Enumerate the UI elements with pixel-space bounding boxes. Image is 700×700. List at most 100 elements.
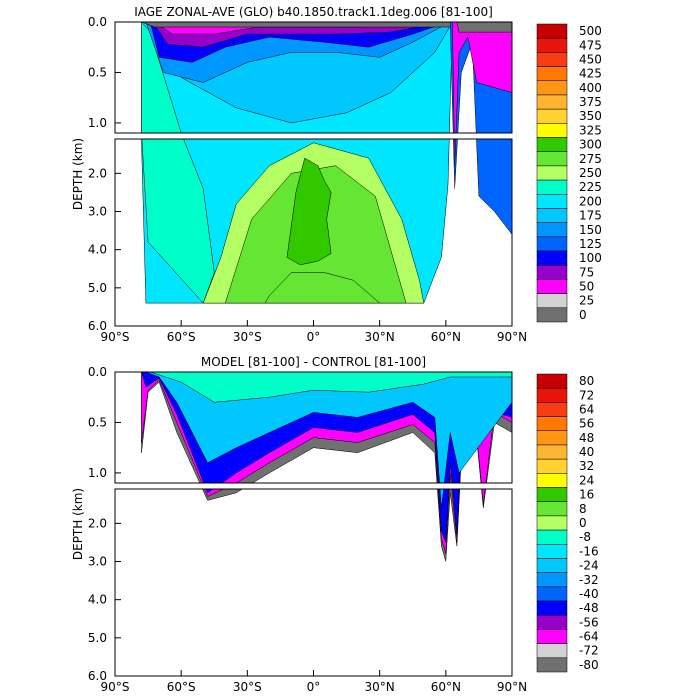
y-tick-label: 3.0: [88, 555, 107, 569]
colorbar-swatch: [536, 179, 568, 195]
colorbar-label: -56: [579, 615, 599, 629]
x-tick-label: 0°: [307, 330, 321, 344]
colorbar-label: 32: [579, 459, 594, 473]
colorbar-label: 275: [579, 152, 602, 166]
colorbar-label: -64: [579, 630, 599, 644]
colorbar-swatch: [536, 558, 568, 573]
colorbar-label: 50: [579, 280, 594, 294]
colorbar-label: 400: [579, 81, 602, 95]
colorbar-swatch: [536, 279, 568, 294]
colorbar-swatch: [536, 515, 568, 531]
colorbar-label: 350: [579, 109, 602, 123]
colorbar-swatch: [536, 544, 568, 559]
y-tick-label: 6.0: [88, 319, 107, 333]
y-tick-label: 0.0: [88, 365, 107, 379]
colorbar-label: 64: [579, 402, 594, 416]
colorbar-swatch: [536, 657, 568, 673]
y-tick-label: 4.0: [88, 593, 107, 607]
colorbar-label: 16: [579, 488, 594, 502]
colorbar-label: 450: [579, 52, 602, 66]
colorbar-label: -48: [579, 601, 599, 615]
colorbar-label: 375: [579, 95, 602, 109]
colorbar-swatch: [536, 151, 568, 167]
colorbar-label: -32: [579, 573, 599, 587]
colorbar-swatch: [536, 373, 568, 389]
colorbar-label: 100: [579, 251, 602, 265]
frame-lower: [114, 488, 513, 677]
colorbar-label: 150: [579, 223, 602, 237]
colorbar-swatch: [536, 473, 568, 488]
panel-difference: MODEL [81-100] - CONTROL [81-100] 0.0 0.5 1…: [71, 355, 599, 694]
colorbar-swatch: [536, 458, 568, 474]
colorbar-swatch: [536, 430, 568, 446]
arctic-surface: [452, 22, 512, 166]
y-axis-label: DEPTH (km): [71, 138, 85, 210]
y-tick-label: 5.0: [88, 631, 107, 645]
y-tick-label: 1.0: [88, 466, 107, 480]
x-tick-label: 30°S: [233, 680, 262, 694]
x-tick-label: 60°S: [167, 680, 196, 694]
colorbar-swatch: [536, 123, 568, 138]
colorbar-swatch: [536, 165, 568, 181]
colorbar-swatch: [536, 444, 568, 460]
colorbar-swatch: [536, 52, 568, 67]
colorbar-swatch: [536, 66, 568, 82]
colorbar-label: -8: [579, 530, 591, 544]
colorbar-label: 0: [579, 308, 587, 322]
colorbar-swatch: [536, 586, 568, 602]
deep-core: [286, 157, 332, 266]
x-tick-label: 30°S: [233, 330, 262, 344]
colorbar-swatch: [536, 600, 568, 616]
y-tick-label: 0.0: [88, 15, 107, 29]
colorbar-swatch: [536, 387, 568, 403]
colorbar-label: -24: [579, 559, 599, 573]
panel-iage: IAGE ZONAL-AVE (GLO) b40.1850.track1.1de…: [71, 5, 602, 344]
colorbar-swatch: [536, 416, 568, 432]
colorbar-label: 40: [579, 445, 594, 459]
colorbar-swatch: [536, 23, 568, 39]
surface-cap: [141, 22, 453, 28]
colorbar-label: 425: [579, 67, 602, 81]
y-tick-label: 2.0: [88, 516, 107, 530]
colorbar-label: 300: [579, 138, 602, 152]
colorbar-label: 175: [579, 209, 602, 223]
x-tick-label: 30°N: [365, 330, 395, 344]
colorbar-swatch: [536, 501, 568, 517]
colorbar-label: -40: [579, 587, 599, 601]
colorbar-label: 8: [579, 502, 587, 516]
colorbar-swatch: [536, 108, 568, 124]
colorbar-swatch: [536, 614, 568, 630]
colorbar-label: 500: [579, 24, 602, 38]
y-tick-label: 5.0: [88, 281, 107, 295]
colorbar-label: 24: [579, 473, 594, 487]
colorbar-label: 225: [579, 180, 602, 194]
anomaly-surface: [150, 372, 512, 403]
x-tick-label: 60°N: [431, 330, 461, 344]
colorbar-swatch: [536, 529, 568, 545]
colorbar-label: 325: [579, 123, 602, 137]
colorbar-label: 250: [579, 166, 602, 180]
colorbar-swatch: [536, 264, 568, 280]
colorbar-swatch: [536, 250, 568, 266]
x-tick-label: 90°S: [101, 330, 130, 344]
colorbar-label: 200: [579, 194, 602, 208]
colorbar-label: 56: [579, 417, 594, 431]
colorbar-swatch: [536, 37, 568, 53]
x-tick-label: 90°N: [497, 330, 527, 344]
colorbar-label: -16: [579, 544, 599, 558]
y-tick-label: 6.0: [88, 669, 107, 683]
colorbar-label: 75: [579, 265, 594, 279]
colorbar-label: 475: [579, 38, 602, 52]
field: [141, 22, 512, 304]
colorbar-swatch: [536, 293, 568, 309]
colorbar-swatch: [536, 402, 568, 417]
colorbar-label: 80: [579, 374, 594, 388]
colorbar-swatch: [536, 137, 568, 152]
x-tick-label: 60°N: [431, 680, 461, 694]
chart-title: IAGE ZONAL-AVE (GLO) b40.1850.track1.1de…: [134, 5, 493, 19]
colorbar-label: 48: [579, 431, 594, 445]
y-tick-label: 0.5: [88, 65, 107, 79]
colorbar-label: -72: [579, 644, 599, 658]
y-axis-label: DEPTH (km): [71, 488, 85, 560]
arctic-cap: [456, 22, 512, 33]
